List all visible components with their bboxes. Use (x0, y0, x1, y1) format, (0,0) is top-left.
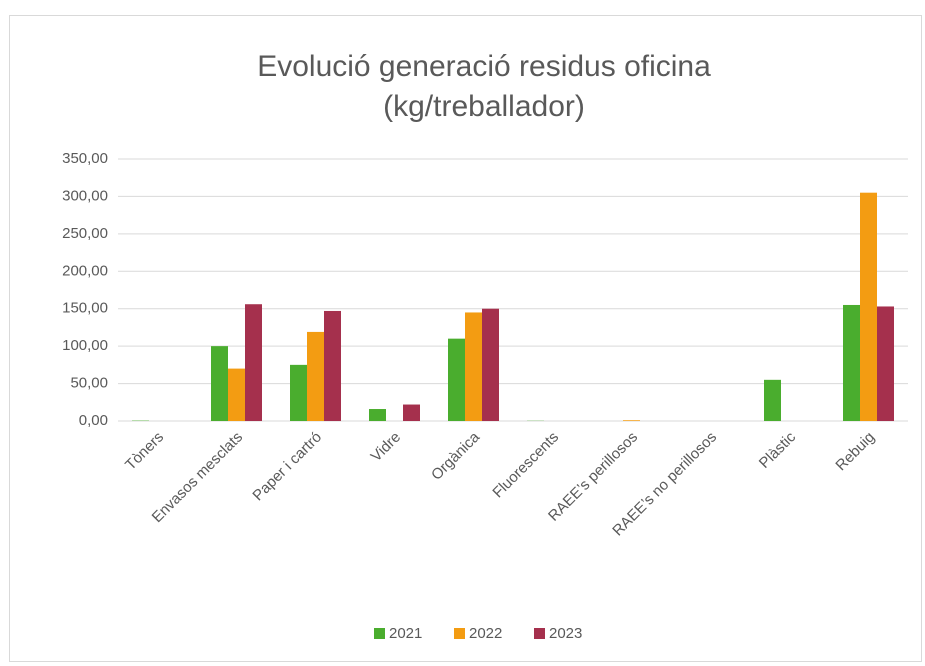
bar (764, 379, 781, 421)
legend-swatch (374, 628, 385, 639)
bar (403, 404, 420, 421)
bar (465, 312, 482, 421)
bar (860, 192, 877, 421)
y-tick-label: 100,00 (62, 337, 108, 354)
y-tick-label: 0,00 (79, 412, 108, 429)
y-tick-label: 300,00 (62, 187, 108, 204)
bar (228, 368, 245, 421)
bar (482, 308, 499, 421)
y-tick-label: 350,00 (62, 150, 108, 167)
bar (843, 304, 860, 421)
chart-title: Evolució generació residus oficina (257, 50, 711, 83)
legend-swatch (534, 628, 545, 639)
legend-label: 2021 (389, 625, 422, 642)
chart-title: (kg/treballador) (383, 90, 585, 123)
legend-label: 2023 (549, 625, 582, 642)
y-tick-label: 50,00 (70, 375, 108, 392)
bar (623, 420, 640, 421)
bar (290, 364, 307, 421)
bar (211, 346, 228, 421)
bar (307, 331, 324, 421)
legend-swatch (454, 628, 465, 639)
bar (324, 310, 341, 421)
y-tick-label: 250,00 (62, 225, 108, 242)
y-tick-label: 150,00 (62, 300, 108, 317)
bar (877, 306, 894, 421)
bar (448, 338, 465, 421)
bar (369, 409, 386, 421)
legend-label: 2022 (469, 625, 502, 642)
y-tick-label: 200,00 (62, 262, 108, 279)
bar (245, 304, 262, 421)
